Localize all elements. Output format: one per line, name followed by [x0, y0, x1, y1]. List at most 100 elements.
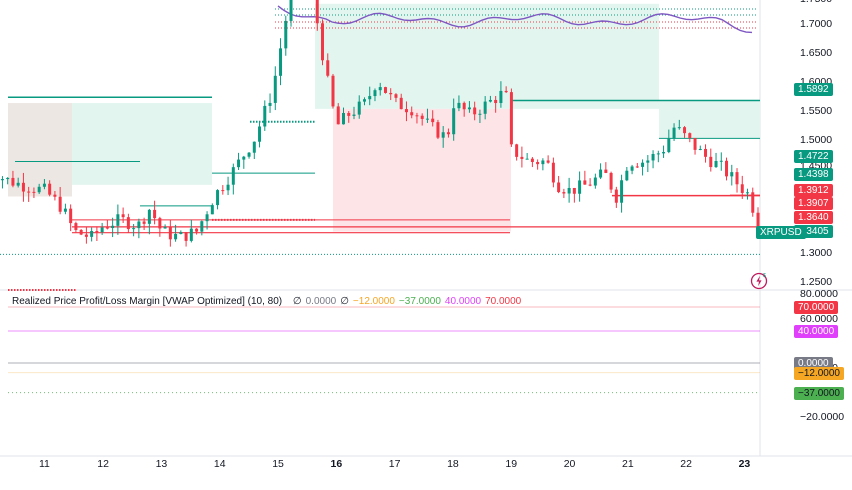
candle-body-143 [735, 172, 739, 185]
candle-body-33 [158, 218, 162, 229]
candle-body-26 [121, 214, 125, 218]
candle-body-96 [488, 99, 492, 102]
candle-body-144 [740, 184, 744, 193]
candle-body-133 [683, 127, 687, 134]
price-tag: 1.3640 [794, 211, 833, 224]
candle-body-29 [137, 221, 141, 229]
candle-body-130 [667, 138, 671, 153]
candle-body-145 [746, 192, 750, 194]
candle-body-112 [572, 187, 576, 194]
candle-body-117 [599, 169, 603, 178]
candle-body-72 [362, 99, 366, 102]
time-tick: 21 [622, 458, 634, 470]
candle-body-99 [504, 90, 508, 93]
indicator-tag: 40.0000 [794, 325, 839, 338]
candle-body-48 [237, 159, 241, 168]
price-tag: 1.4398 [794, 168, 833, 181]
candle-body-89 [452, 108, 456, 135]
candle-body-75 [378, 87, 382, 91]
candle-body-98 [499, 90, 503, 104]
candle-body-97 [494, 99, 498, 104]
indicator-tag: −37.0000 [794, 386, 844, 400]
price-tag: 1.4722 [794, 150, 833, 163]
time-tick: 23 [738, 458, 751, 470]
candle-body-77 [389, 92, 393, 95]
zone-down-1 [333, 108, 511, 232]
candle-body-36 [174, 233, 178, 240]
candle-body-46 [226, 184, 230, 191]
candle-body-22 [100, 227, 104, 233]
band-oscillator [277, 5, 753, 34]
time-tick: 20 [563, 458, 576, 470]
zone-gray [8, 103, 72, 197]
candle-body-7 [21, 182, 25, 192]
candle-body-138 [709, 156, 713, 168]
candle-body-65 [326, 60, 330, 76]
indicator-value: ∅ [340, 296, 349, 307]
time-tick: 22 [680, 458, 692, 470]
candle-body-132 [677, 127, 681, 129]
candle-body-55 [273, 75, 277, 103]
candle-body-147 [756, 212, 760, 237]
candle-body-43 [210, 205, 214, 215]
candle-body-38 [184, 232, 188, 241]
candle-body-140 [719, 160, 723, 162]
candle-body-91 [462, 102, 466, 110]
candle-body-82 [415, 115, 419, 117]
candle-body-121 [620, 180, 624, 203]
candle-body-114 [583, 180, 587, 185]
price-tick: 1.6500 [800, 47, 833, 59]
candle-body-24 [111, 225, 115, 229]
candle-body-3 [0, 179, 4, 181]
candle-body-94 [478, 113, 482, 115]
candle-body-118 [604, 169, 608, 173]
candle-body-127 [651, 153, 655, 161]
candle-body-21 [95, 231, 99, 233]
candle-body-108 [551, 162, 555, 183]
candle-body-122 [625, 170, 629, 181]
candle-body-12 [48, 183, 52, 195]
candle-body-87 [441, 132, 445, 138]
candle-body-124 [635, 166, 639, 168]
indicator-legend[interactable]: Realized Price Profit/Loss Margin [VWAP … [12, 296, 521, 307]
candle-body-115 [588, 184, 592, 186]
candle-body-52 [258, 126, 262, 142]
candle-body-139 [714, 160, 718, 168]
candle-body-50 [247, 152, 251, 157]
candle-body-71 [357, 101, 361, 115]
price-tick-partial: 1.7500 [800, 0, 832, 5]
candle-body-128 [656, 153, 660, 155]
indicator-value: −37.0000 [398, 296, 441, 307]
candle-body-110 [562, 192, 566, 194]
candle-body-42 [205, 214, 209, 222]
candle-body-146 [751, 192, 755, 213]
candle-body-35 [168, 227, 172, 240]
candle-body-84 [425, 118, 429, 120]
zone-up-1 [72, 103, 212, 185]
indicator-values: ∅ 0.0000 ∅ −12.0000 −37.0000 40.0000 70.0000 [289, 296, 521, 307]
candle-body-51 [252, 141, 256, 153]
zone-up-2 [315, 3, 659, 109]
candle-body-137 [704, 148, 708, 157]
candle-body-6 [16, 182, 20, 186]
candle-body-47 [231, 167, 235, 185]
candle-body-100 [509, 92, 513, 145]
candle-body-107 [546, 160, 550, 163]
candle-body-85 [431, 118, 435, 123]
indicator-value: 40.0000 [444, 296, 482, 307]
candle-body-31 [147, 209, 151, 224]
candle-body-102 [520, 156, 524, 159]
candle-body-101 [515, 144, 519, 157]
candle-body-136 [698, 148, 702, 150]
candle-body-105 [536, 161, 540, 165]
candle-body-129 [662, 152, 666, 154]
time-tick: 15 [272, 458, 284, 470]
indicator-value: ∅ [292, 296, 302, 307]
symbol-tag: XRPUSD [756, 226, 806, 239]
candle-body-40 [195, 228, 199, 232]
candle-body-18 [79, 229, 83, 235]
lightning-icon[interactable]: $ [750, 272, 768, 290]
candle-body-30 [142, 221, 146, 224]
